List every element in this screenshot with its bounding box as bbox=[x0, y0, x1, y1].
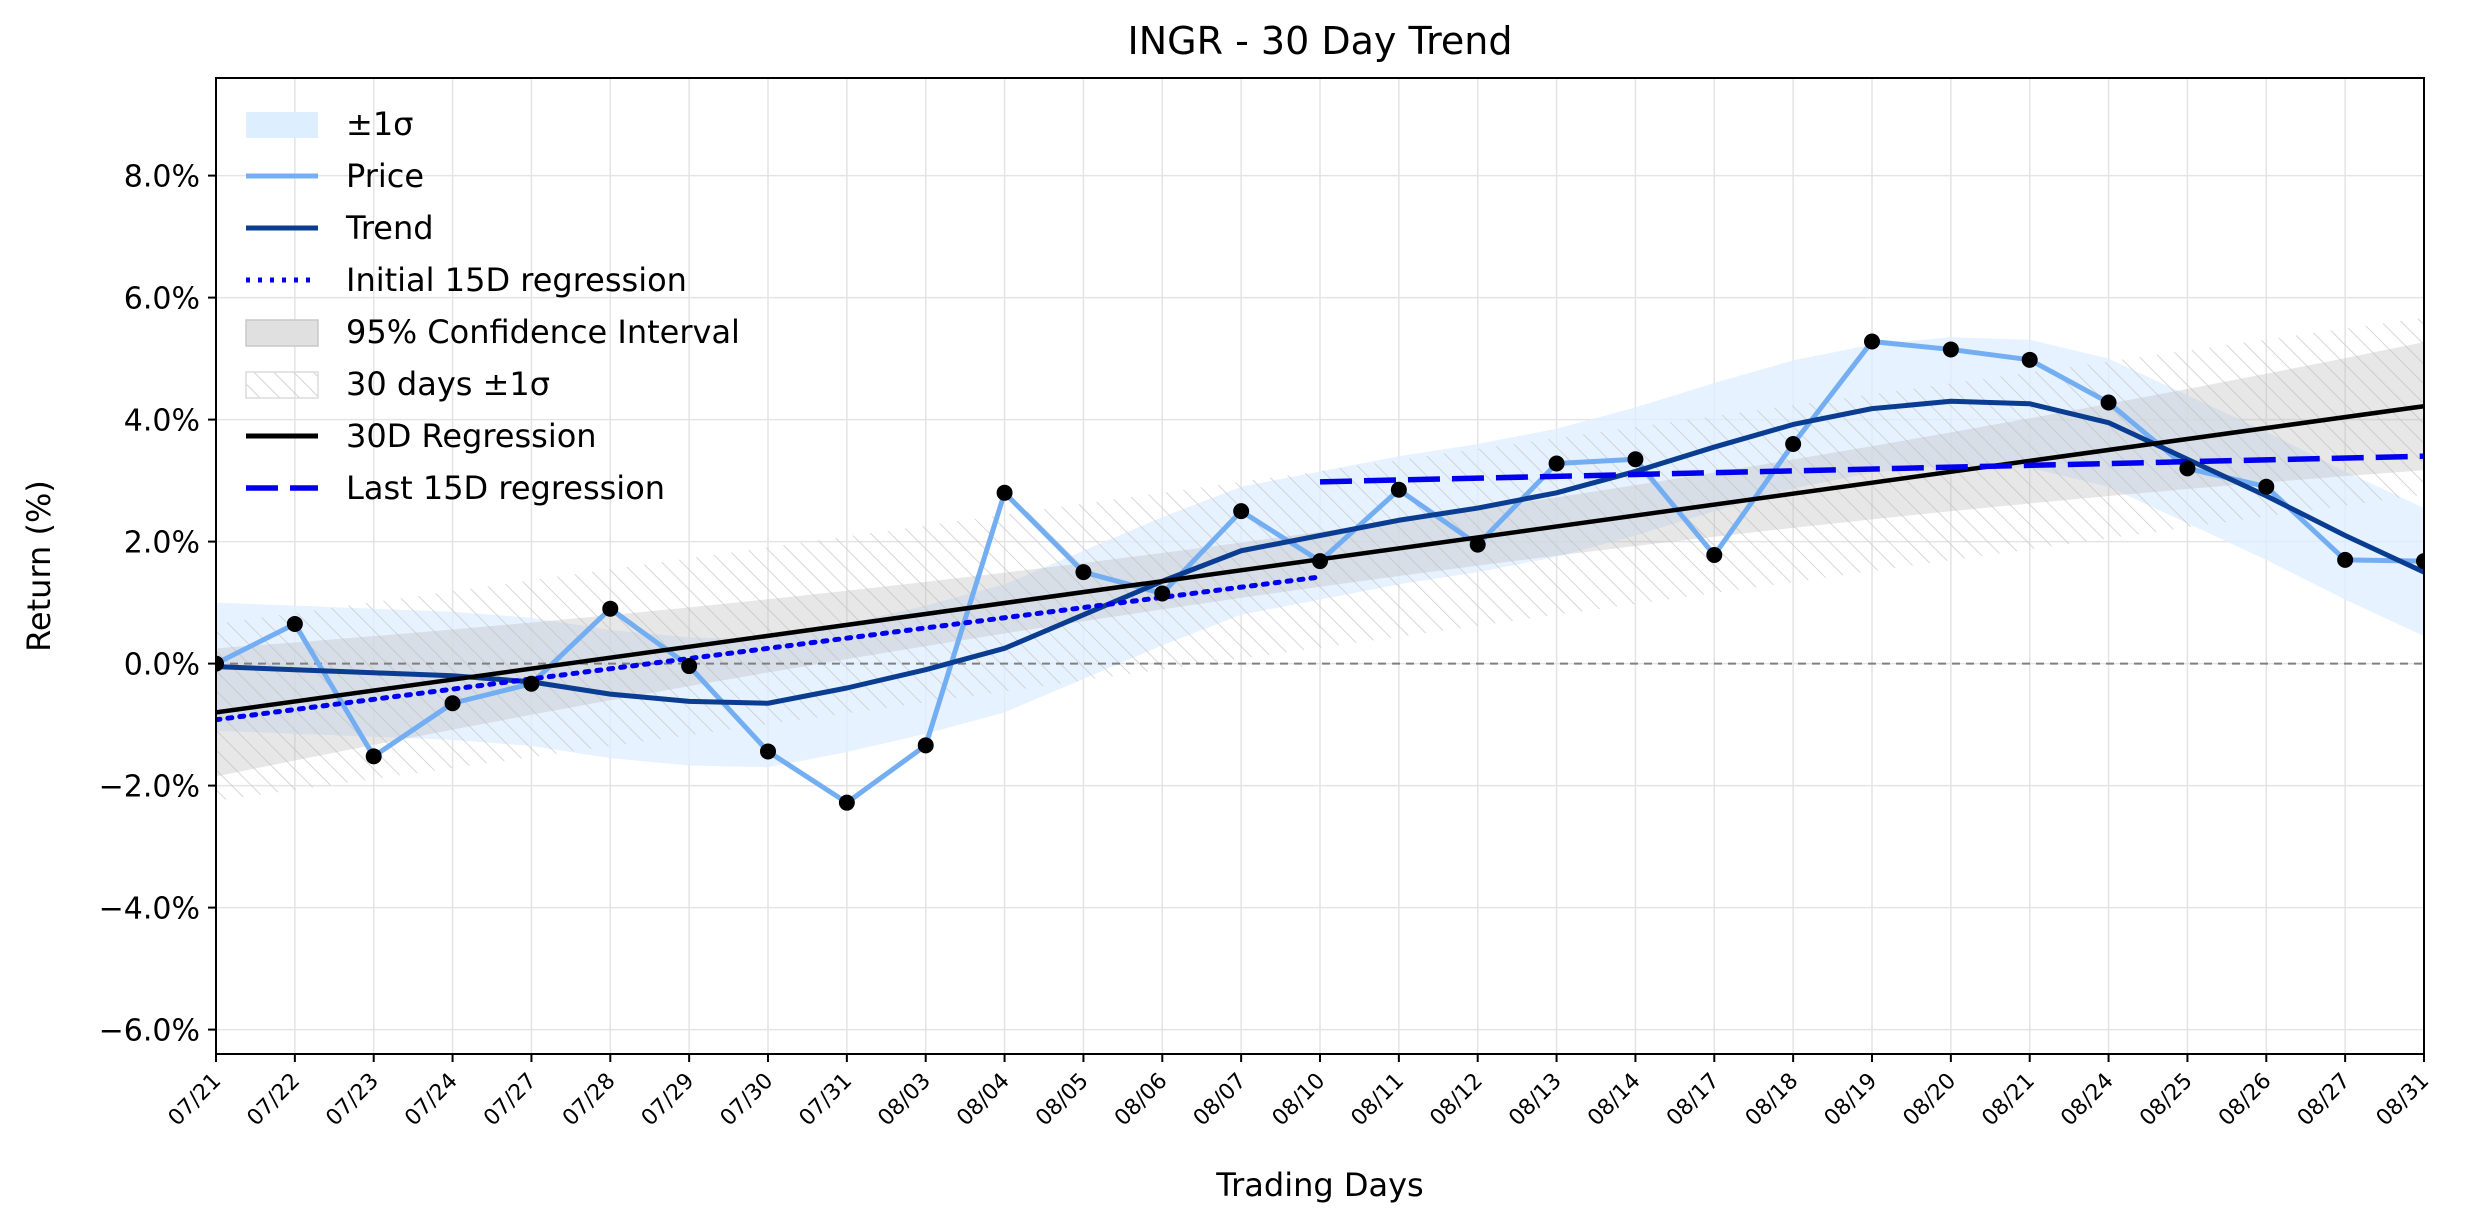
x-tick-label: 08/24 bbox=[2056, 1069, 2119, 1132]
plot-area bbox=[216, 317, 2424, 811]
x-axis-title: Trading Days bbox=[1215, 1166, 1423, 1204]
series-line-trend bbox=[216, 398, 2424, 706]
data-point-price bbox=[1312, 553, 1328, 570]
y-tick-label: −4.0% bbox=[99, 892, 200, 927]
data-point-price bbox=[1864, 333, 1880, 350]
x-tick-label: 07/21 bbox=[164, 1069, 227, 1132]
data-point-price bbox=[2258, 478, 2275, 495]
x-tick-label: 08/11 bbox=[1347, 1069, 1410, 1132]
legend-label: 30 days ±1σ bbox=[346, 365, 550, 403]
legend: ±1σ Price Trend Initial 15D regression 95% C… bbox=[245, 105, 740, 507]
data-point-price bbox=[2179, 460, 2196, 477]
x-tick-label: 08/10 bbox=[1268, 1069, 1331, 1132]
x-tick-label: 08/12 bbox=[1425, 1069, 1488, 1132]
x-tick-label: 08/27 bbox=[2293, 1069, 2356, 1132]
x-tick-label: 08/04 bbox=[952, 1069, 1015, 1132]
data-point-price bbox=[681, 658, 698, 675]
legend-swatch bbox=[245, 371, 319, 399]
x-tick-label: 08/21 bbox=[1977, 1069, 2040, 1132]
x-tick-label: 07/30 bbox=[716, 1069, 779, 1132]
y-tick-label: 4.0% bbox=[124, 404, 200, 439]
x-tick-label: 08/20 bbox=[1899, 1069, 1962, 1132]
series-line-last-15d bbox=[1319, 453, 2424, 485]
data-point-price bbox=[365, 748, 382, 765]
data-point-price bbox=[996, 484, 1013, 501]
data-point-price bbox=[1390, 481, 1407, 498]
x-tick-label: 07/27 bbox=[479, 1069, 542, 1132]
legend-label: 95% Confidence Interval bbox=[346, 313, 740, 351]
data-point-price bbox=[1075, 564, 1092, 581]
x-tick-label: 08/19 bbox=[1820, 1069, 1883, 1132]
legend-label: Initial 15D regression bbox=[346, 261, 687, 299]
x-tick-label: 08/07 bbox=[1189, 1069, 1252, 1132]
legend-label: Trend bbox=[345, 209, 434, 247]
y-tick-label: 8.0% bbox=[124, 160, 200, 195]
legend-swatch bbox=[246, 112, 318, 138]
data-point-price bbox=[1627, 451, 1644, 468]
x-tick-label: 08/26 bbox=[2214, 1069, 2277, 1132]
y-tick-label: −6.0% bbox=[99, 1014, 200, 1049]
legend-label: 30D Regression bbox=[346, 417, 597, 455]
x-tick-label: 07/29 bbox=[637, 1069, 700, 1132]
data-point-price bbox=[917, 737, 934, 754]
y-tick-label: 0.0% bbox=[124, 648, 200, 683]
data-point-price bbox=[2416, 553, 2424, 570]
x-tick-label: 08/31 bbox=[2372, 1069, 2435, 1132]
data-point-price bbox=[1942, 341, 1959, 358]
data-point-price bbox=[1233, 503, 1250, 520]
data-point-price bbox=[1469, 536, 1486, 553]
legend-label: ±1σ bbox=[346, 105, 413, 143]
x-axis: 07/21 07/22 07/23 07/24 07/27 07/28 07/29 07/30… bbox=[164, 1054, 2435, 1132]
data-point-price bbox=[760, 743, 776, 760]
x-tick-label: 07/31 bbox=[795, 1069, 858, 1132]
x-tick-label: 07/24 bbox=[400, 1069, 463, 1132]
x-tick-label: 07/23 bbox=[321, 1069, 384, 1132]
data-point-price bbox=[2337, 551, 2354, 568]
y-tick-label: 2.0% bbox=[124, 526, 200, 561]
x-tick-label: 08/03 bbox=[873, 1069, 936, 1132]
legend-swatch bbox=[245, 319, 319, 347]
data-point-price bbox=[1785, 436, 1802, 452]
x-tick-label: 08/05 bbox=[1031, 1069, 1094, 1132]
y-tick-label: −2.0% bbox=[99, 770, 200, 805]
x-tick-label: 08/18 bbox=[1741, 1069, 1804, 1132]
x-tick-label: 08/25 bbox=[2135, 1069, 2198, 1132]
legend-label: Last 15D regression bbox=[346, 469, 665, 507]
y-axis-title: Return (%) bbox=[20, 480, 58, 652]
data-point-price bbox=[1154, 585, 1171, 602]
x-tick-label: 08/13 bbox=[1504, 1069, 1567, 1132]
data-point-price bbox=[523, 675, 540, 692]
data-point-price bbox=[286, 615, 303, 632]
data-point-price bbox=[2021, 351, 2038, 368]
y-axis: −6.0% −4.0% −2.0% 0.0% 2.0% 4.0% 6.0% 8.0% bbox=[99, 160, 216, 1049]
chart-title: INGR - 30 Day Trend bbox=[1128, 19, 1513, 63]
data-point-price bbox=[216, 655, 224, 672]
data-point-price bbox=[1706, 547, 1723, 564]
x-tick-label: 08/06 bbox=[1110, 1069, 1173, 1132]
data-point-price bbox=[444, 695, 461, 712]
x-tick-label: 08/14 bbox=[1583, 1069, 1646, 1132]
data-point-price bbox=[602, 600, 619, 617]
legend-label: Price bbox=[346, 157, 424, 195]
x-tick-label: 07/22 bbox=[243, 1069, 306, 1132]
x-tick-label: 07/28 bbox=[558, 1069, 621, 1132]
data-point-price bbox=[2100, 394, 2117, 411]
y-tick-label: 6.0% bbox=[124, 282, 200, 317]
data-point-price bbox=[1548, 455, 1565, 472]
data-point-price bbox=[838, 794, 855, 811]
x-tick-label: 08/17 bbox=[1662, 1069, 1725, 1132]
series-line-initial-15d bbox=[216, 574, 1323, 723]
